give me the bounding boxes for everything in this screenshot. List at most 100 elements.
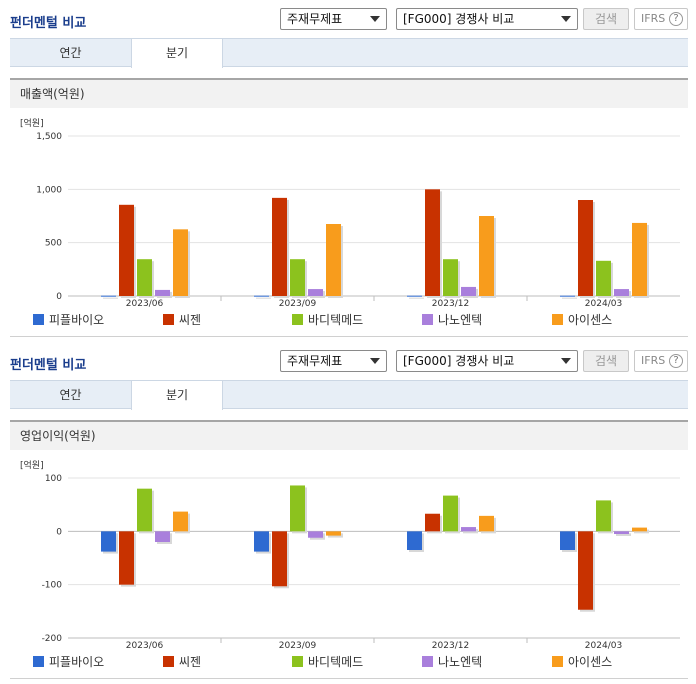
tab-quarterly[interactable]: 분기 [131, 39, 223, 68]
compare-group-select[interactable]: [FG000] 경쟁사 비교 [396, 350, 578, 372]
bar[interactable] [137, 488, 152, 532]
legend-item[interactable]: 바디텍메드 [292, 655, 363, 669]
bar[interactable] [479, 216, 494, 296]
statement-type-value: 주재무제표 [287, 12, 343, 26]
y-tick-label: -200 [42, 634, 63, 644]
bar[interactable] [137, 259, 152, 296]
bar[interactable] [272, 531, 287, 587]
legend-item[interactable]: 아이센스 [552, 313, 612, 327]
bar[interactable] [272, 197, 287, 296]
legend-label: 아이센스 [568, 313, 613, 327]
ifrs-button[interactable]: IFRS ? [634, 8, 688, 30]
bar[interactable] [443, 259, 458, 296]
legend-swatch [422, 314, 433, 325]
y-tick-label: -100 [42, 581, 63, 591]
x-tick-label: 2024/03 [585, 299, 622, 308]
legend-label: 피플바이오 [49, 313, 105, 327]
bar-shadow [562, 297, 577, 299]
bar[interactable] [578, 531, 593, 610]
metric-title: 매출액(억원) [10, 78, 688, 108]
search-button[interactable]: 검색 [583, 8, 629, 30]
tab-annual[interactable]: 연간 [59, 46, 82, 60]
bar[interactable] [101, 531, 116, 552]
revenue-chart: [억원] 0 500 1,000 1,500 2023/06 2023/09 2023/12 2… [20, 117, 680, 308]
legend-item[interactable]: 나노엔텍 [422, 313, 482, 327]
chevron-down-icon [561, 358, 571, 364]
legend-label: 나노엔텍 [438, 313, 483, 327]
legend-swatch [33, 656, 44, 667]
bar[interactable] [560, 295, 575, 297]
y-tick-label: 1,500 [36, 132, 62, 142]
bar-shadow [634, 529, 649, 534]
search-button[interactable]: 검색 [583, 350, 629, 372]
ifrs-label: IFRS [641, 354, 666, 367]
y-tick-label: 500 [45, 239, 62, 249]
legend-label: 씨젠 [179, 655, 202, 669]
bar[interactable] [254, 531, 269, 552]
legend-item[interactable]: 피플바이오 [33, 655, 104, 669]
bar[interactable] [101, 295, 116, 297]
bar[interactable] [326, 224, 341, 296]
bar[interactable] [155, 289, 170, 296]
legend-item[interactable]: 피플바이오 [33, 313, 104, 327]
section-divider [10, 336, 688, 337]
legend-label: 나노엔텍 [438, 655, 483, 669]
statement-type-value: 주재무제표 [287, 354, 343, 368]
bar[interactable] [632, 527, 647, 532]
bar[interactable] [614, 531, 629, 534]
legend-swatch [163, 656, 174, 667]
fundamental-section-revenue: 펀더멘털 비교 주재무제표 [FG000] 경쟁사 비교 검색 IFRS ? 연… [10, 8, 688, 337]
bar[interactable] [614, 289, 629, 296]
y-tick-label: 0 [56, 292, 62, 302]
bar[interactable] [632, 222, 647, 296]
legend-item[interactable]: 씨젠 [163, 313, 201, 327]
bar[interactable] [308, 289, 323, 296]
fundamental-section-operating-profit: 펀더멘털 비교 주재무제표 [FG000] 경쟁사 비교 검색 IFRS ? 연… [0, 342, 696, 684]
bar[interactable] [173, 229, 188, 296]
bar[interactable] [443, 495, 458, 532]
y-tick-label: 100 [45, 474, 62, 484]
statement-type-select[interactable]: 주재무제표 [280, 350, 387, 372]
chevron-down-icon [370, 358, 380, 364]
bar[interactable] [308, 531, 323, 538]
legend-item[interactable]: 씨젠 [163, 655, 201, 669]
legend-label: 아이센스 [568, 655, 613, 669]
bar[interactable] [407, 531, 422, 550]
x-tick-label: 2023/09 [279, 299, 317, 308]
bar[interactable] [119, 531, 134, 585]
y-tick-label: 1,000 [36, 185, 62, 195]
chevron-down-icon [561, 16, 571, 22]
bar[interactable] [290, 485, 305, 532]
bar[interactable] [596, 260, 611, 296]
tab-quarterly[interactable]: 분기 [131, 381, 223, 410]
bar[interactable] [155, 531, 170, 542]
x-tick-label: 2023/09 [279, 641, 317, 650]
tab-annual[interactable]: 연간 [59, 388, 82, 402]
bar[interactable] [461, 286, 476, 296]
bar[interactable] [461, 527, 476, 532]
bar[interactable] [119, 204, 134, 296]
bar[interactable] [596, 500, 611, 532]
bar[interactable] [407, 295, 422, 297]
y-unit-label: [억원] [20, 459, 44, 471]
bar[interactable] [326, 531, 341, 536]
statement-type-select[interactable]: 주재무제표 [280, 8, 387, 30]
help-icon[interactable]: ? [669, 12, 683, 26]
bar[interactable] [173, 511, 188, 532]
ifrs-button[interactable]: IFRS ? [634, 350, 688, 372]
bar[interactable] [425, 189, 440, 296]
bar[interactable] [578, 200, 593, 296]
legend-item[interactable]: 바디텍메드 [292, 313, 363, 327]
bar-shadow [616, 533, 631, 536]
bar[interactable] [479, 515, 494, 532]
legend-label: 바디텍메드 [308, 655, 364, 669]
bar[interactable] [254, 295, 269, 297]
bar[interactable] [290, 259, 305, 296]
compare-group-select[interactable]: [FG000] 경쟁사 비교 [396, 8, 578, 30]
legend-item[interactable]: 아이센스 [552, 655, 612, 669]
help-icon[interactable]: ? [669, 354, 683, 368]
bar[interactable] [560, 531, 575, 550]
bar-shadow [409, 297, 424, 299]
bar[interactable] [425, 513, 440, 532]
legend-item[interactable]: 나노엔텍 [422, 655, 482, 669]
